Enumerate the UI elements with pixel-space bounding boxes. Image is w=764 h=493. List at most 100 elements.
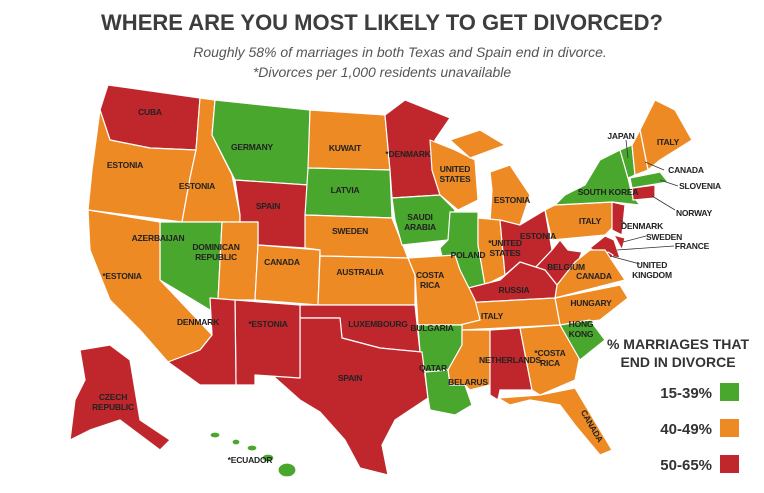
state-shape — [407, 254, 481, 326]
state-label: RICA — [420, 280, 440, 290]
state-label: DENMARK — [621, 221, 664, 231]
state-label: DOMINICAN — [192, 242, 239, 252]
legend-label: 50-65% — [660, 457, 712, 474]
state-label: BELGIUM — [547, 262, 585, 272]
state-label: HUNGARY — [570, 298, 612, 308]
state-label: KINGDOM — [632, 270, 672, 280]
leader-line — [644, 161, 665, 171]
state-label: ITALY — [657, 137, 680, 147]
leader-line — [625, 139, 629, 159]
state-label: SWEDEN — [332, 226, 368, 236]
state-label: BULGARIA — [410, 323, 453, 333]
state-shape — [271, 317, 429, 476]
state-shape — [497, 387, 613, 456]
state-shape — [629, 171, 669, 189]
state-shape — [69, 344, 171, 451]
state-label: ITALY — [579, 216, 602, 226]
state-label: CZECH — [99, 392, 127, 402]
state-label: *UNITED — [488, 238, 522, 248]
state-label: ESTONIA — [107, 160, 143, 170]
state-label: HONG — [569, 319, 594, 329]
state-label: POLAND — [451, 250, 486, 260]
state-label: *DENMARK — [385, 149, 431, 159]
state-label: ITALY — [481, 311, 504, 321]
state-label: CANADA — [668, 165, 704, 175]
state-shape — [167, 297, 237, 386]
state-label: SAUDI — [407, 212, 432, 222]
state-shape — [613, 234, 626, 251]
state-shape — [277, 462, 297, 478]
state-label: SPAIN — [338, 373, 362, 383]
state-label: NORWAY — [676, 208, 713, 218]
state-label: LUXEMBOURG — [348, 319, 408, 329]
state-label: ESTONIA — [179, 181, 215, 191]
state-label: RUSSIA — [499, 285, 530, 295]
legend-title: END IN DIVORCE — [620, 354, 735, 370]
state-label: QATAR — [419, 363, 447, 373]
states — [69, 84, 693, 478]
state-label: ESTONIA — [494, 195, 530, 205]
state-shape — [449, 129, 506, 159]
leader-line — [622, 235, 647, 243]
note: *Divorces per 1,000 residents unavailabl… — [253, 64, 512, 80]
leader-line — [616, 245, 675, 251]
state-label: GERMANY — [231, 142, 274, 152]
state-label: *ESTONIA — [248, 319, 287, 329]
state-label: NETHERLANDS — [479, 355, 542, 365]
state-shape — [429, 139, 479, 211]
state-shape — [424, 369, 473, 416]
state-shape — [261, 453, 275, 463]
state-label: ARABIA — [404, 222, 436, 232]
state-shape — [231, 438, 241, 446]
state-label: BELARUS — [448, 377, 488, 387]
legend-swatch — [720, 419, 739, 437]
state-label: KONG — [569, 329, 594, 339]
state-shape — [559, 319, 606, 361]
state-label: SPAIN — [256, 201, 280, 211]
state-shape — [304, 214, 409, 259]
state-shape — [254, 244, 321, 306]
legend-swatch — [720, 455, 739, 473]
state-label: COSTA — [416, 270, 444, 280]
state-label: SOUTH KOREA — [578, 187, 639, 197]
state-label: KUWAIT — [329, 143, 362, 153]
state-label: AZERBAIJAN — [132, 233, 185, 243]
subtitle: Roughly 58% of marriages in both Texas a… — [193, 44, 607, 60]
state-label: REPUBLIC — [92, 402, 134, 412]
state-shape — [477, 217, 506, 286]
state-label: AUSTRALIA — [336, 267, 383, 277]
state-label: *COSTA — [534, 348, 565, 358]
state-label: JAPAN — [607, 131, 634, 141]
state-shape — [246, 444, 258, 452]
state-label: STATES — [489, 248, 521, 258]
state-label: *ECUADOR — [228, 455, 273, 465]
state-label: UNITED — [440, 164, 471, 174]
state-label: UNITED — [637, 260, 668, 270]
state-label: CANADA — [576, 271, 612, 281]
legend-label: 40-49% — [660, 421, 712, 438]
state-label: LATVIA — [331, 185, 360, 195]
leader-line — [659, 179, 679, 187]
state-label: FRANCE — [675, 241, 710, 251]
state-shape — [99, 84, 201, 151]
state-label: SWEDEN — [646, 232, 682, 242]
state-label: SLOVENIA — [679, 181, 721, 191]
legend-swatch — [720, 383, 739, 401]
state-shape — [631, 129, 649, 176]
state-shape — [209, 431, 221, 439]
state-label: CUBA — [138, 107, 162, 117]
title: WHERE ARE YOU MOST LIKELY TO GET DIVORCE… — [101, 10, 663, 35]
state-label: *ESTONIA — [102, 271, 141, 281]
state-label: STATES — [439, 174, 471, 184]
legend-title: % MARRIAGES THAT — [607, 336, 750, 352]
state-label: CANADA — [264, 257, 300, 267]
state-shape — [611, 201, 626, 236]
state-label: ESTONIA — [520, 231, 556, 241]
legend-label: 15-39% — [660, 385, 712, 402]
state-label: DENMARK — [177, 317, 220, 327]
state-shape — [234, 299, 301, 386]
leader-line — [651, 195, 676, 211]
